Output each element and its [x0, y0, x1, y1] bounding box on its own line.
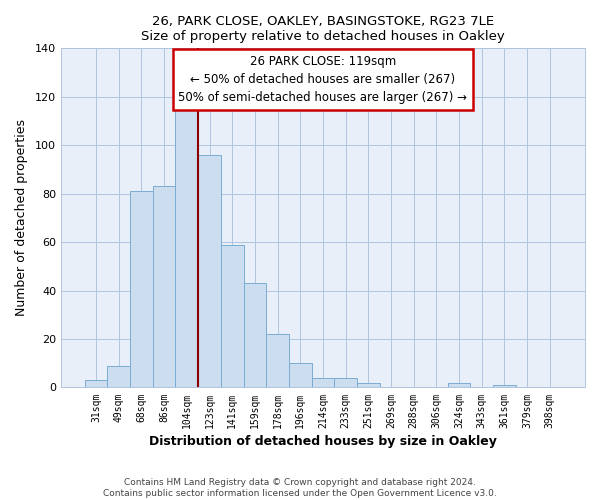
Bar	[244, 284, 266, 388]
Bar	[107, 366, 130, 388]
Bar	[175, 109, 198, 388]
Bar	[85, 380, 107, 388]
Bar	[448, 382, 470, 388]
Bar	[153, 186, 175, 388]
Bar	[221, 244, 244, 388]
Bar	[334, 378, 357, 388]
Bar	[266, 334, 289, 388]
Bar	[357, 382, 380, 388]
Bar	[289, 363, 311, 388]
Bar	[311, 378, 334, 388]
Bar	[493, 385, 516, 388]
Text: Contains HM Land Registry data © Crown copyright and database right 2024.
Contai: Contains HM Land Registry data © Crown c…	[103, 478, 497, 498]
Bar	[198, 155, 221, 388]
X-axis label: Distribution of detached houses by size in Oakley: Distribution of detached houses by size …	[149, 434, 497, 448]
Title: 26, PARK CLOSE, OAKLEY, BASINGSTOKE, RG23 7LE
Size of property relative to detac: 26, PARK CLOSE, OAKLEY, BASINGSTOKE, RG2…	[141, 15, 505, 43]
Text: 26 PARK CLOSE: 119sqm
← 50% of detached houses are smaller (267)
50% of semi-det: 26 PARK CLOSE: 119sqm ← 50% of detached …	[178, 55, 467, 104]
Y-axis label: Number of detached properties: Number of detached properties	[15, 120, 28, 316]
Bar	[130, 191, 153, 388]
